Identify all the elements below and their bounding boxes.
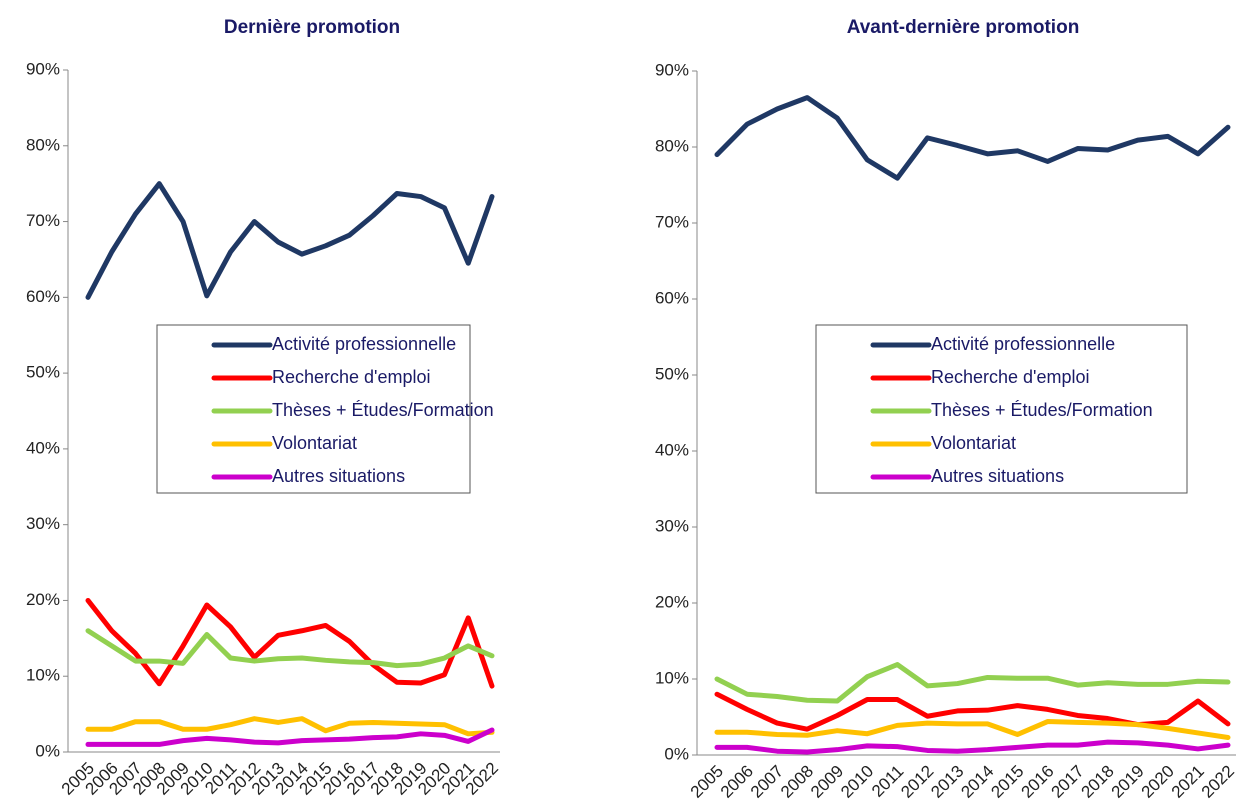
- x-tick-label: 2017: [1048, 762, 1088, 802]
- chart-title: Dernière promotion: [224, 17, 400, 38]
- legend-label: Activité professionnelle: [931, 334, 1115, 354]
- y-tick-label: 70%: [655, 212, 689, 231]
- y-tick-label: 80%: [26, 135, 60, 154]
- series-line: [714, 739, 1231, 755]
- y-tick-label: 60%: [655, 288, 689, 307]
- x-tick-label: 2008: [777, 762, 817, 802]
- y-tick-label: 10%: [655, 668, 689, 687]
- y-tick-label: 70%: [26, 211, 60, 230]
- y-tick-label: 60%: [26, 287, 60, 306]
- legend-label: Thèses + Études/Formation: [272, 400, 494, 420]
- y-tick-label: 40%: [26, 438, 60, 457]
- y-tick-label: 90%: [26, 59, 60, 78]
- x-tick-label: 2021: [1168, 762, 1208, 802]
- y-tick-label: 30%: [26, 514, 60, 533]
- legend-label: Thèses + Études/Formation: [931, 400, 1153, 420]
- y-tick-label: 50%: [26, 363, 60, 382]
- series-line: [85, 597, 495, 689]
- y-tick-label: 20%: [26, 590, 60, 609]
- chart-title: Avant-dernière promotion: [847, 17, 1080, 38]
- x-tick-label: 2005: [687, 762, 727, 802]
- x-tick-label: 2011: [868, 762, 907, 801]
- legend-label: Recherche d'emploi: [272, 367, 431, 387]
- x-tick-label: 2012: [897, 762, 937, 802]
- y-tick-label: 30%: [655, 516, 689, 535]
- x-tick-label: 2013: [927, 762, 967, 802]
- x-tick-label: 2006: [717, 762, 757, 802]
- x-tick-label: 2019: [1108, 762, 1148, 802]
- legend-label: Autres situations: [272, 466, 405, 486]
- legend-box: [156, 324, 471, 494]
- legend-label: Volontariat: [931, 433, 1016, 453]
- y-tick-label: 90%: [655, 60, 689, 79]
- y-tick-label: 0%: [664, 744, 689, 763]
- x-tick-label: 2007: [747, 762, 787, 802]
- x-tick-label: 2022: [1198, 762, 1238, 802]
- x-tick-label: 2010: [837, 762, 877, 802]
- series-line: [714, 662, 1231, 704]
- series-line: [85, 181, 495, 300]
- x-tick-label: 2018: [1078, 762, 1118, 802]
- y-tick-label: 80%: [655, 136, 689, 155]
- series-line: [85, 716, 495, 737]
- x-tick-label: 2016: [1017, 762, 1057, 802]
- y-tick-label: 20%: [655, 592, 689, 611]
- x-tick-label: 2009: [807, 762, 847, 802]
- x-tick-label: 2014: [957, 762, 997, 802]
- y-tick-label: 0%: [35, 741, 60, 760]
- series-line: [714, 95, 1231, 181]
- y-tick-label: 10%: [26, 666, 60, 685]
- legend-label: Volontariat: [272, 433, 357, 453]
- y-tick-label: 50%: [655, 364, 689, 383]
- series-line: [85, 727, 495, 747]
- series-line: [85, 628, 495, 669]
- y-tick-label: 40%: [655, 440, 689, 459]
- legend-label: Recherche d'emploi: [931, 367, 1090, 387]
- x-tick-label: 2020: [1138, 762, 1178, 802]
- series-line: [714, 719, 1231, 741]
- legend-label: Autres situations: [931, 466, 1064, 486]
- x-tick-label: 2015: [987, 762, 1027, 802]
- legend-label: Activité professionnelle: [272, 334, 456, 354]
